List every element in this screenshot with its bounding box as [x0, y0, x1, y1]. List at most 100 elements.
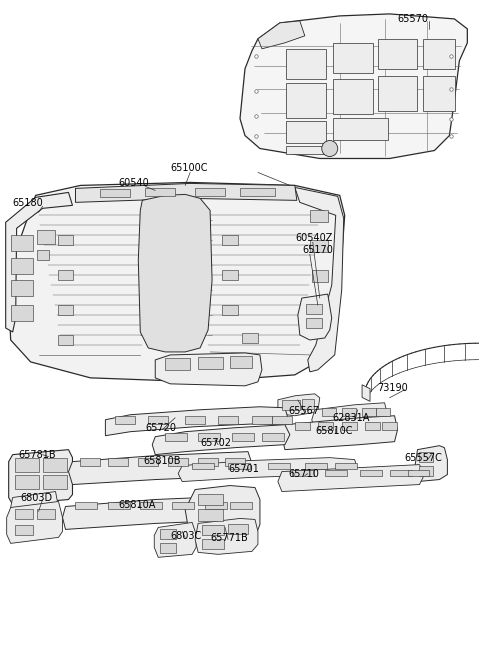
Bar — [198, 493, 223, 506]
Bar — [240, 188, 275, 196]
Bar — [333, 79, 372, 113]
Text: 65170: 65170 — [303, 245, 334, 255]
Bar — [286, 49, 326, 79]
Bar — [382, 422, 396, 430]
Bar — [58, 236, 73, 245]
Bar — [242, 333, 258, 343]
Text: 65557C: 65557C — [405, 453, 443, 462]
Bar — [314, 300, 328, 312]
Text: 65720: 65720 — [145, 422, 176, 433]
Bar — [58, 270, 73, 280]
Bar — [318, 422, 333, 430]
Bar — [310, 240, 328, 252]
Polygon shape — [278, 464, 424, 491]
Bar — [302, 399, 314, 409]
Polygon shape — [6, 192, 72, 332]
Polygon shape — [415, 445, 447, 482]
Bar — [165, 358, 190, 370]
Text: 65810A: 65810A — [119, 499, 156, 510]
Polygon shape — [106, 407, 288, 436]
Text: 6803C: 6803C — [170, 531, 202, 541]
Bar — [225, 458, 245, 466]
Text: 65570: 65570 — [397, 14, 429, 24]
Polygon shape — [298, 294, 332, 340]
Bar — [108, 502, 130, 510]
Bar — [192, 462, 214, 468]
Bar — [145, 188, 175, 196]
Text: 65781B: 65781B — [19, 449, 56, 460]
Text: 65710: 65710 — [289, 468, 320, 479]
Bar — [286, 83, 326, 117]
Bar — [342, 408, 356, 416]
Bar — [198, 458, 218, 466]
Polygon shape — [362, 384, 370, 401]
Text: 65702: 65702 — [200, 438, 231, 447]
Bar — [272, 416, 292, 424]
Polygon shape — [258, 21, 305, 49]
Bar — [305, 462, 327, 468]
Bar — [58, 305, 73, 315]
Bar — [376, 408, 390, 416]
Bar — [202, 539, 224, 549]
Bar — [115, 416, 135, 424]
Bar — [36, 230, 55, 244]
Bar — [306, 304, 322, 314]
Bar — [198, 357, 223, 369]
Bar — [11, 258, 33, 274]
Bar — [58, 335, 73, 345]
Polygon shape — [295, 188, 344, 372]
Polygon shape — [69, 451, 252, 485]
Bar — [148, 416, 168, 424]
Text: 65701: 65701 — [228, 464, 259, 474]
Text: 6803D: 6803D — [21, 493, 53, 502]
Text: 65810C: 65810C — [316, 426, 353, 436]
Polygon shape — [155, 353, 262, 386]
Bar — [43, 458, 67, 472]
Bar — [205, 502, 227, 510]
Polygon shape — [9, 449, 72, 504]
Circle shape — [322, 140, 338, 157]
Bar — [268, 462, 290, 468]
Bar — [232, 433, 254, 441]
Bar — [420, 451, 433, 462]
Bar — [100, 190, 130, 197]
Bar — [325, 470, 347, 476]
Polygon shape — [195, 518, 258, 554]
Bar — [292, 470, 314, 476]
Bar — [75, 502, 97, 510]
Text: 65567: 65567 — [289, 406, 320, 416]
Polygon shape — [185, 485, 260, 541]
Bar — [198, 433, 220, 441]
Polygon shape — [312, 403, 387, 432]
Bar — [423, 39, 456, 69]
Bar — [11, 280, 33, 296]
Bar — [295, 422, 310, 430]
Bar — [198, 510, 223, 522]
Bar — [202, 525, 224, 535]
Bar — [15, 510, 33, 520]
Bar — [11, 236, 33, 251]
Polygon shape — [154, 522, 196, 558]
Bar — [185, 416, 205, 424]
Polygon shape — [240, 14, 468, 159]
Bar — [165, 433, 187, 441]
Bar — [310, 211, 328, 222]
Polygon shape — [7, 501, 62, 543]
Bar — [306, 318, 322, 328]
Bar — [36, 510, 55, 520]
Text: 65771B: 65771B — [210, 533, 248, 543]
Bar — [342, 422, 357, 430]
Bar — [390, 470, 411, 476]
Bar — [230, 356, 252, 368]
Bar — [160, 543, 176, 554]
Polygon shape — [11, 491, 59, 514]
Bar — [408, 470, 430, 476]
Bar — [140, 502, 162, 510]
Bar — [81, 458, 100, 466]
Bar — [420, 466, 433, 476]
Text: 60540: 60540 — [119, 178, 149, 188]
Polygon shape — [75, 184, 297, 202]
Bar — [378, 75, 418, 111]
Bar — [365, 422, 380, 430]
Bar — [312, 270, 328, 282]
